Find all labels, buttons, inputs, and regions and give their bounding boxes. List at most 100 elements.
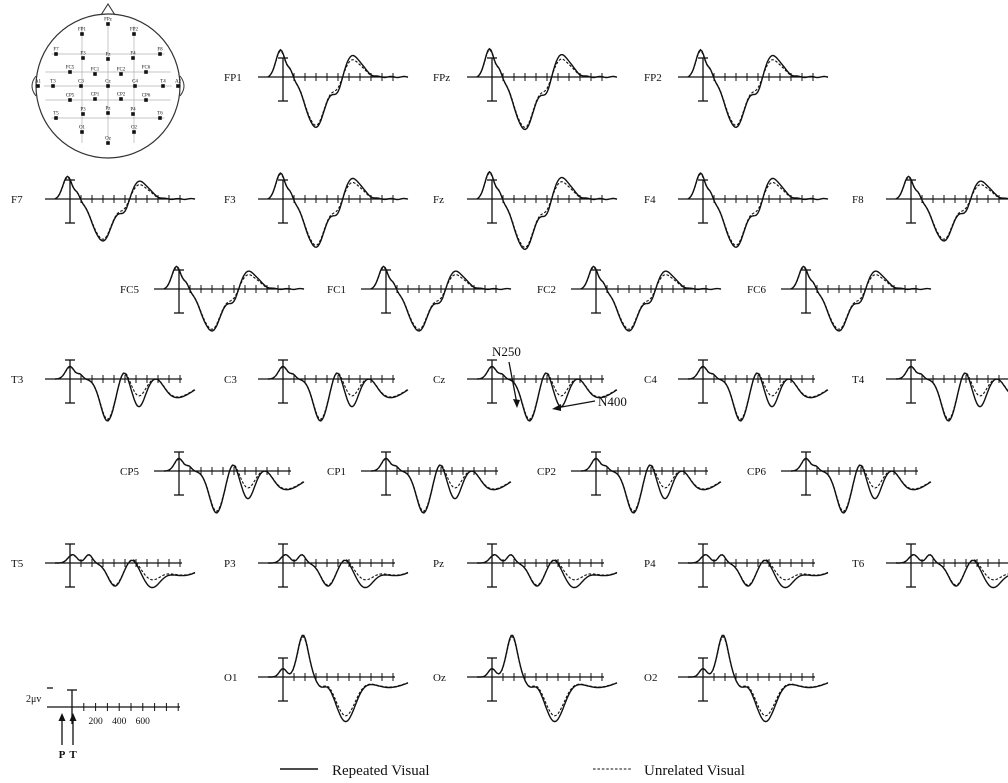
panel-cz: Cz (433, 359, 618, 422)
head-ear-left (31, 75, 37, 97)
trace-unrelated-o1 (268, 636, 409, 717)
panel-cp1: CP1 (327, 451, 512, 514)
label-cz: Cz (433, 374, 445, 386)
montage-label-c3: C3 (78, 80, 84, 85)
panel-f4: F4 (644, 172, 829, 249)
montage-dot-cp6 (144, 98, 148, 102)
montage-label-t3: T3 (50, 80, 56, 85)
label-cp2: CP2 (537, 466, 556, 478)
trace-repeated-cp6 (790, 457, 932, 514)
arrow-n250 (508, 361, 518, 405)
label-p3: P3 (224, 558, 236, 570)
label-o1: O1 (224, 672, 237, 684)
montage-label-c4: C4 (132, 80, 138, 85)
montage-label-cz: Cz (105, 80, 111, 85)
montage-label-a1: A1 (35, 80, 42, 85)
label-f8: F8 (852, 194, 864, 206)
montage-label-fc1: FC1 (91, 68, 100, 73)
montage-dot-a1 (36, 84, 40, 88)
montage-dot-cp5 (68, 98, 72, 102)
label-c4: C4 (644, 374, 657, 386)
label-t5: T5 (11, 558, 24, 570)
head-nose (100, 2, 116, 16)
montage-label-fz: Fz (106, 53, 112, 58)
montage-dot-o2 (132, 130, 136, 134)
arrowhead-n250 (513, 399, 520, 408)
annotation-n400: N400 (598, 394, 627, 409)
montage-label-cp5: CP5 (66, 94, 75, 99)
trace-unrelated-f8 (895, 176, 1008, 240)
montage-label-fp1: FP1 (78, 28, 87, 33)
panel-f3: F3 (224, 172, 409, 249)
legend: Repeated Visual Unrelated Visual (280, 763, 745, 779)
scale-bar: 2μv 200 400 600 P T (26, 687, 180, 761)
panel-fz: Fz (433, 170, 618, 251)
montage-label-t6: T6 (157, 112, 163, 117)
panel-o2: O2 (644, 634, 829, 723)
trace-repeated-t3 (54, 365, 196, 422)
label-t6: T6 (852, 558, 865, 570)
montage-dot-c4 (133, 84, 137, 88)
montage-label-o1: O1 (79, 126, 86, 131)
label-fc2: FC2 (537, 284, 556, 296)
panel-fc5: FC5 (120, 265, 305, 332)
montage-dot-fc1 (93, 72, 97, 76)
panel-fc1: FC1 (327, 265, 512, 332)
trace-repeated-f3 (267, 172, 409, 249)
trace-unrelated-pz (477, 554, 618, 586)
montage-dot-cp2 (119, 97, 123, 101)
trace-unrelated-fp2 (687, 50, 829, 126)
label-oz: Oz (433, 672, 446, 684)
montage-dot-pz (106, 111, 110, 115)
trace-unrelated-fc5 (163, 266, 305, 330)
montage-dot-oz (106, 141, 110, 145)
panel-t6: T6 (852, 543, 1008, 589)
montage-dot-o1 (80, 130, 84, 134)
montage-label-fc5: FC5 (66, 66, 75, 71)
trace-unrelated-cz (476, 366, 618, 420)
scale-label: 2μv (26, 694, 41, 705)
electrode-panels: FP1 FPz FP2 F7 F3 Fz F4 F8 FC5 FC1 FC2 FC6 T3 C3 Cz C4 T… (11, 47, 1008, 723)
trace-unrelated-f3 (267, 173, 409, 246)
panel-fpz: FPz (433, 47, 618, 131)
panel-t4: T4 (852, 359, 1008, 422)
trace-unrelated-f4 (687, 173, 829, 246)
montage-dot-cp1 (93, 97, 97, 101)
panel-t3: T3 (11, 359, 196, 422)
scale-tick-label: 400 (112, 717, 127, 727)
label-t3: T3 (11, 374, 24, 386)
label-fc5: FC5 (120, 284, 139, 296)
montage-dot-fc5 (68, 70, 72, 74)
trace-unrelated-cp2 (580, 458, 722, 512)
trace-unrelated-fz (476, 172, 618, 248)
montage-label-t5: T5 (53, 112, 59, 117)
event-label-p: P (59, 749, 66, 761)
panel-t5: T5 (11, 543, 196, 589)
montage-label-p4: P4 (130, 108, 136, 113)
montage-dot-c3 (79, 84, 83, 88)
trace-unrelated-fc6 (790, 266, 932, 330)
event-arrowhead-t (69, 713, 77, 721)
label-cp5: CP5 (120, 466, 139, 478)
montage-dot-t4 (161, 84, 165, 88)
montage-label-fc2: FC2 (117, 68, 126, 73)
montage-dot-f7 (54, 52, 58, 56)
electrode-montage: FPz FP1 FP2 F7 F3 Fz F4 F8 FC5 FC1 FC2 FC6 A1 T3 C3 Cz C… (31, 2, 185, 159)
montage-label-p3: P3 (80, 108, 86, 113)
event-arrowhead-p (58, 713, 66, 721)
label-fc6: FC6 (747, 284, 766, 296)
panel-f8: F8 (852, 175, 1008, 242)
trace-unrelated-cp1 (370, 458, 512, 512)
montage-label-fp2: FP2 (130, 28, 139, 33)
label-fp1: FP1 (224, 72, 242, 84)
montage-dot-fpz (106, 22, 110, 26)
panel-cp5: CP5 (120, 451, 305, 514)
label-f3: F3 (224, 194, 236, 206)
panel-pz: Pz (433, 543, 618, 589)
montage-dot-p4 (131, 112, 135, 116)
montage-dot-fp2 (132, 32, 136, 36)
legend-label-unrelated: Unrelated Visual (644, 763, 745, 779)
trace-unrelated-f7 (54, 176, 196, 240)
montage-dot-f8 (158, 52, 162, 56)
label-o2: O2 (644, 672, 657, 684)
